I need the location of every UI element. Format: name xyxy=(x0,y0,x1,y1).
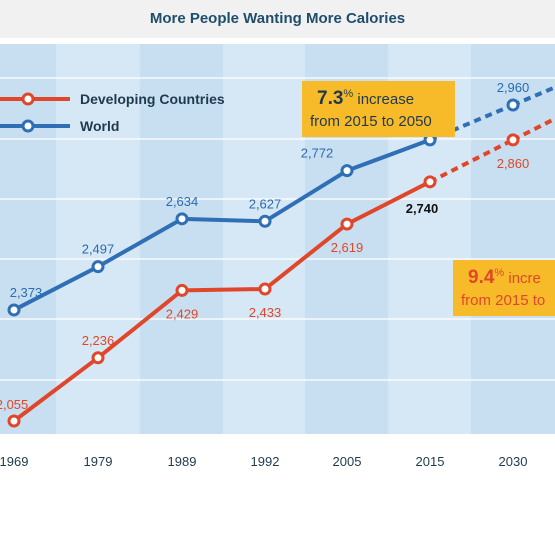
x-tick-label: 1969 xyxy=(0,454,28,469)
developing-data-label: 2,860 xyxy=(497,156,530,171)
developing-legend-marker xyxy=(21,92,35,106)
developing-data-label: 2,433 xyxy=(249,305,282,320)
world-increase-callout-headline: 7.3% increase xyxy=(317,88,414,109)
world-legend-label: World xyxy=(80,118,119,134)
developing-increase-callout-box xyxy=(453,260,555,316)
world-point xyxy=(7,303,21,317)
plot-band xyxy=(0,44,56,434)
world-point xyxy=(506,98,520,112)
world-data-label: 2,960 xyxy=(497,80,530,95)
world-point xyxy=(91,260,105,274)
developing-data-label: 2,740 xyxy=(406,201,439,216)
x-tick-label: 2030 xyxy=(499,454,528,469)
developing-increase-callout-subline: from 2015 to xyxy=(461,292,545,309)
x-tick-label: 2005 xyxy=(333,454,362,469)
world-data-label: 2,772 xyxy=(301,146,334,161)
developing-data-label: 2,055 xyxy=(0,397,28,412)
plot-band xyxy=(56,44,140,434)
developing-point xyxy=(506,133,520,147)
world-data-label: 2,627 xyxy=(249,196,282,211)
developing-data-label: 2,429 xyxy=(166,306,199,321)
title-bar xyxy=(0,0,555,38)
world-increase-callout-subline: from 2015 to 2050 xyxy=(310,113,432,130)
chart-area: 1969 1979 1989 1992 2005 2015 2030 2,373 2,497 2,… xyxy=(0,44,555,504)
world-increase-callout-box xyxy=(302,81,455,137)
developing-point xyxy=(340,217,354,231)
developing-legend-label: Developing Countries xyxy=(80,91,225,107)
world-data-label: 2,373 xyxy=(10,285,43,300)
world-point xyxy=(340,164,354,178)
x-tick-label: 1979 xyxy=(84,454,113,469)
world-point xyxy=(175,212,189,226)
plot-band xyxy=(140,44,224,434)
plot-band xyxy=(223,44,307,434)
world-data-label: 2,634 xyxy=(166,194,199,209)
x-tick-label: 1992 xyxy=(251,454,280,469)
developing-line xyxy=(12,180,431,423)
world-line xyxy=(13,138,431,312)
developing-increase-callout-headline: 9.4% incre xyxy=(468,267,541,288)
developing-data-label: 2,619 xyxy=(331,240,364,255)
developing-point xyxy=(423,175,437,189)
chart-title: More People Wanting More Calories xyxy=(149,10,406,27)
line-chart: 1969 1979 1989 1992 2005 2015 2030 2,373 2,497 2,… xyxy=(0,44,555,469)
developing-point xyxy=(7,414,21,428)
x-tick-label: 2015 xyxy=(416,454,445,469)
world-legend-marker xyxy=(21,119,35,133)
developing-point xyxy=(258,282,272,296)
x-tick-label: 1989 xyxy=(168,454,197,469)
developing-projection-line xyxy=(429,138,514,184)
world-point xyxy=(258,214,272,228)
world-data-label: 2,497 xyxy=(82,242,115,257)
developing-point xyxy=(91,351,105,365)
developing-projection-tail xyxy=(512,116,555,142)
world-projection-tail xyxy=(512,85,555,107)
developing-data-label: 2,236 xyxy=(82,333,115,348)
developing-point xyxy=(175,283,189,297)
